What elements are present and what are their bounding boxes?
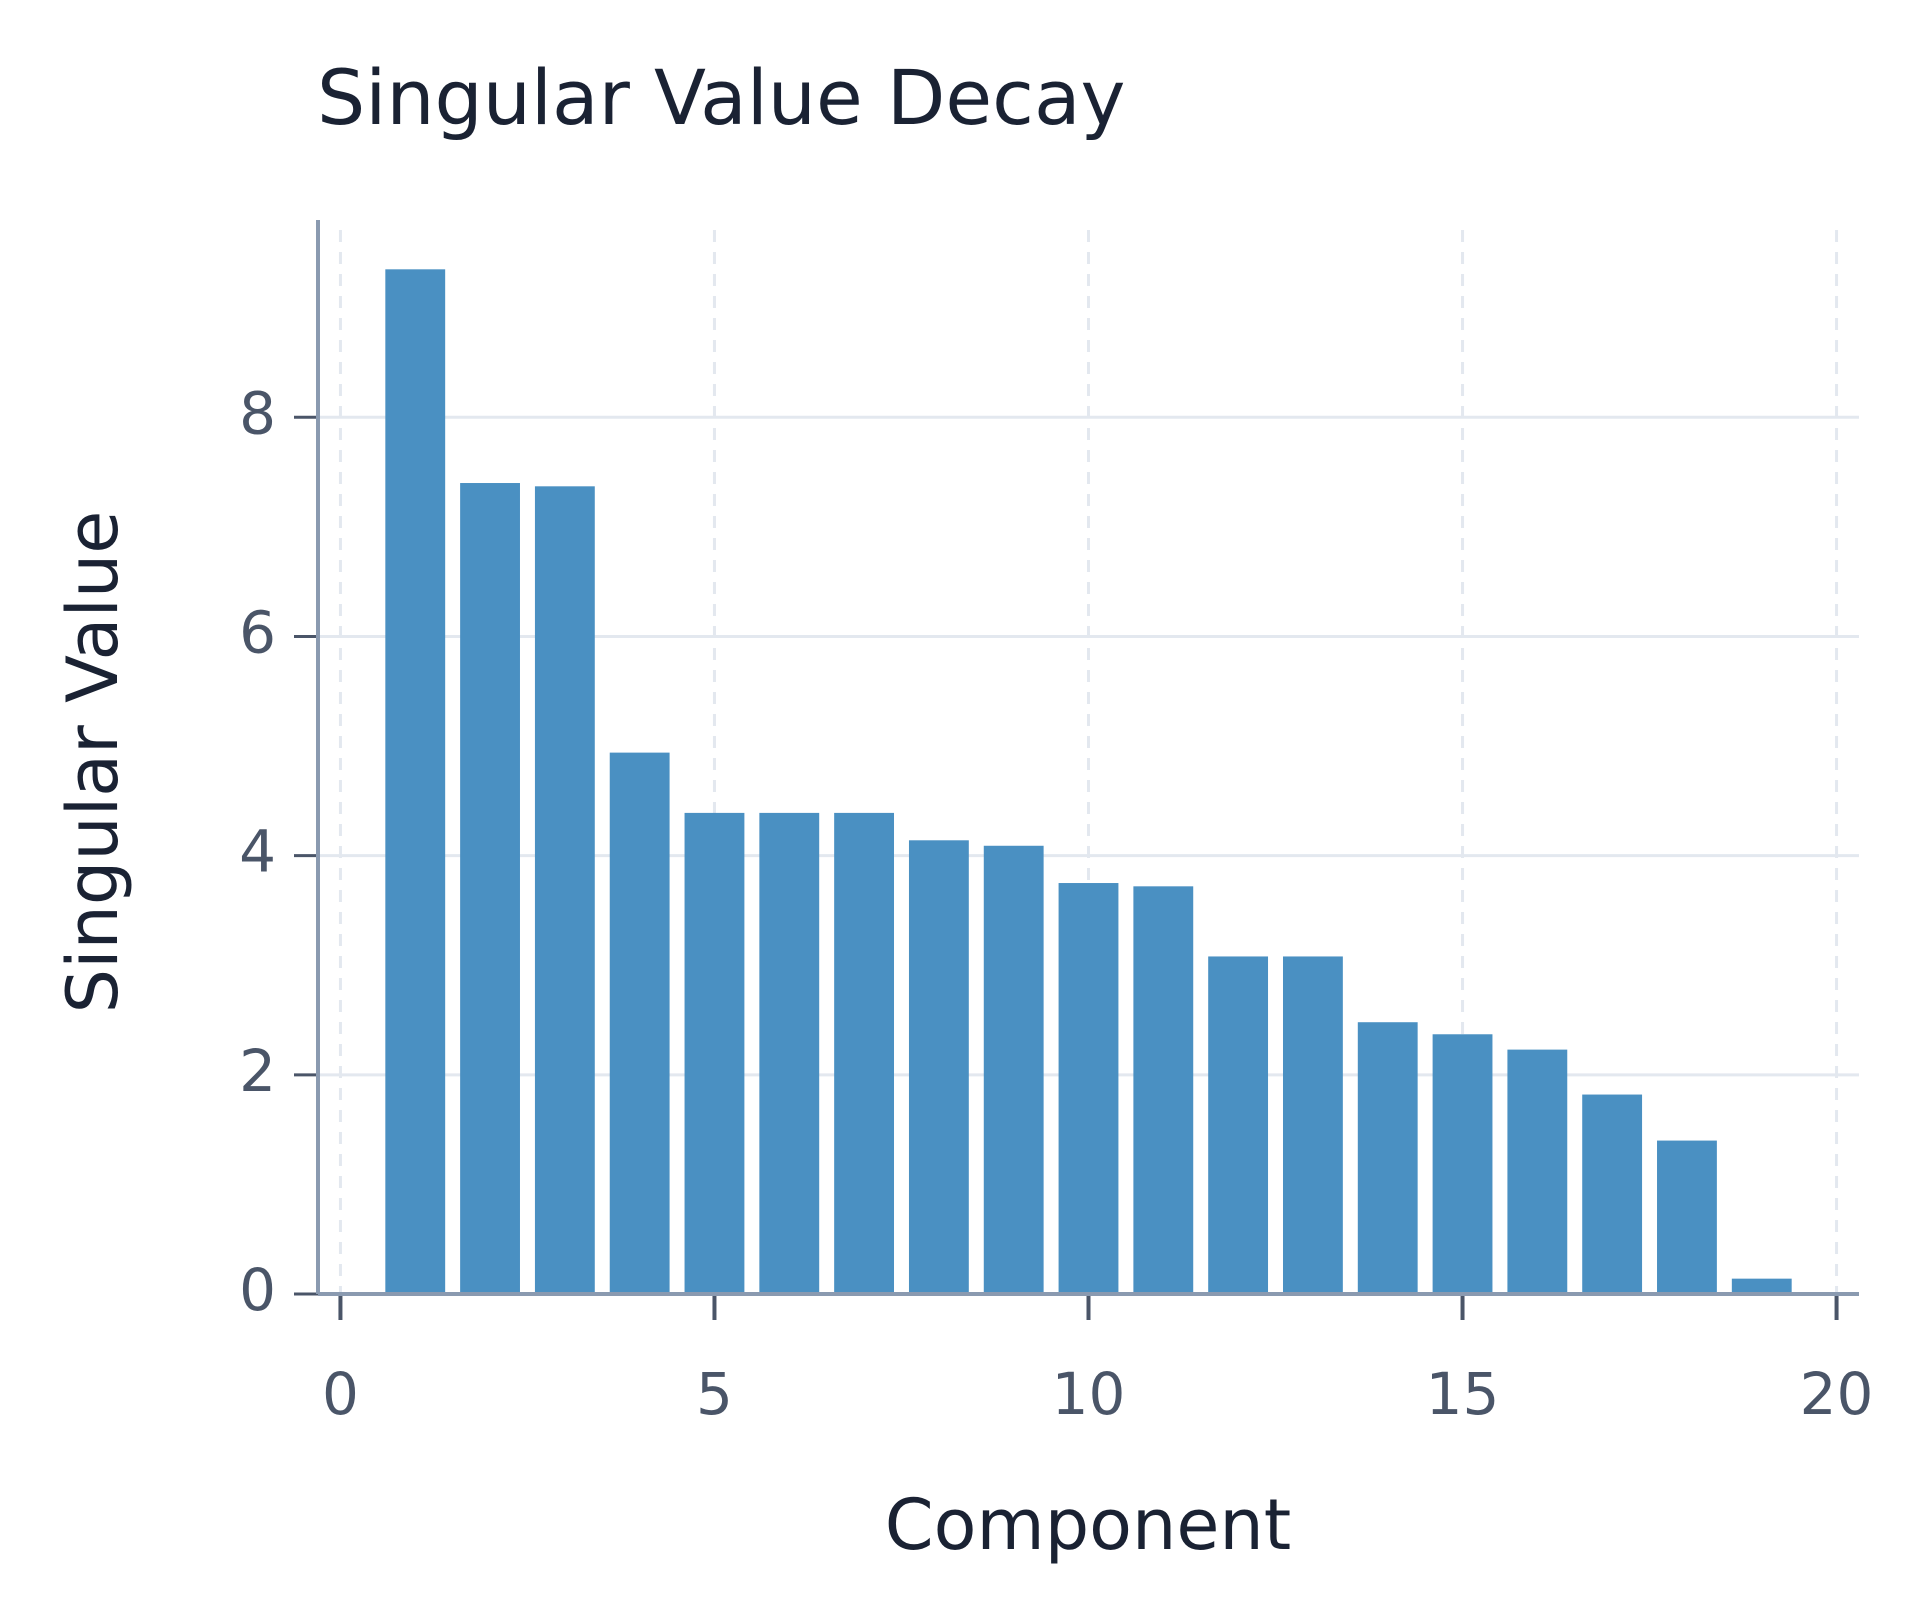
y-tick-label: 8 bbox=[239, 379, 276, 447]
bar bbox=[1657, 1140, 1717, 1294]
bar bbox=[1133, 886, 1194, 1294]
bar bbox=[609, 752, 670, 1294]
x-tick-label: 0 bbox=[322, 1360, 359, 1428]
bar bbox=[1357, 1022, 1418, 1294]
bar bbox=[1058, 883, 1119, 1294]
x-axis-label: Component bbox=[885, 1484, 1291, 1566]
bar bbox=[1208, 956, 1269, 1294]
bar bbox=[834, 812, 895, 1294]
y-axis-label: Singular Value bbox=[52, 511, 134, 1014]
y-tick-label: 0 bbox=[239, 1256, 276, 1324]
x-tick-label: 15 bbox=[1426, 1360, 1500, 1428]
bar bbox=[1282, 956, 1343, 1294]
x-tick-label: 5 bbox=[696, 1360, 733, 1428]
y-tick-label: 2 bbox=[239, 1037, 276, 1105]
bar bbox=[1507, 1049, 1568, 1294]
bar bbox=[534, 486, 595, 1294]
bar bbox=[983, 845, 1044, 1294]
bar bbox=[1582, 1094, 1643, 1294]
y-tick-label: 4 bbox=[239, 818, 276, 886]
x-tick-label: 10 bbox=[1052, 1360, 1126, 1428]
bar bbox=[908, 840, 969, 1294]
chart-title: Singular Value Decay bbox=[317, 53, 1126, 142]
bar bbox=[684, 812, 745, 1294]
bar bbox=[1731, 1278, 1792, 1294]
bar bbox=[1432, 1034, 1493, 1294]
y-tick-label: 6 bbox=[239, 599, 276, 667]
bar bbox=[385, 269, 446, 1295]
bar bbox=[759, 812, 820, 1294]
bar bbox=[460, 483, 520, 1295]
x-tick-label: 20 bbox=[1800, 1360, 1874, 1428]
